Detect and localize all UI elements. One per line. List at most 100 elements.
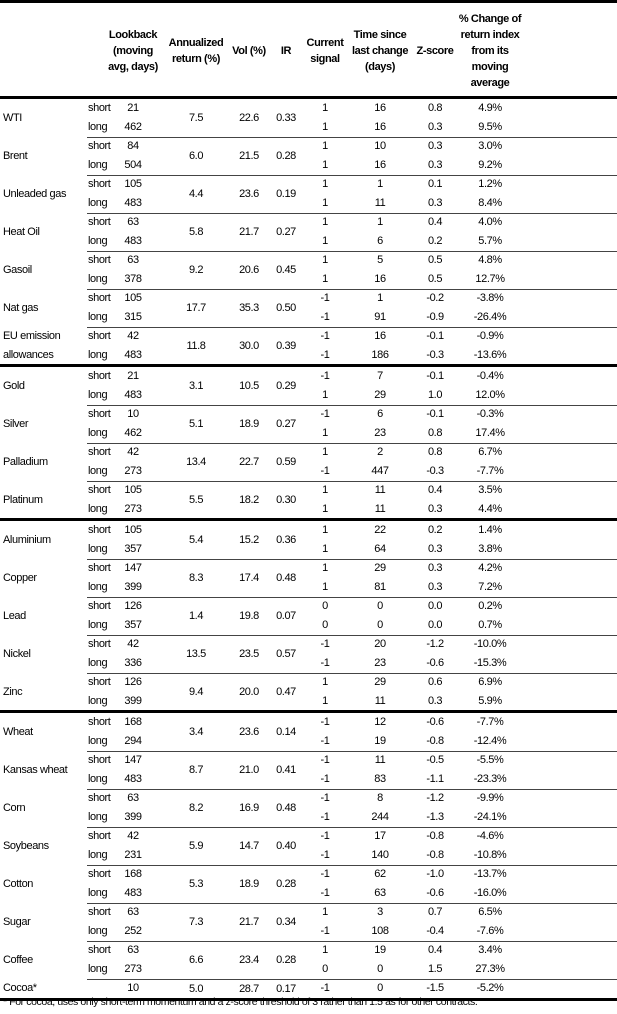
- time-cell: 12: [374, 716, 386, 728]
- lookback-cell: 483: [124, 887, 142, 899]
- ir-cell: 0.17: [276, 982, 296, 995]
- table-row: short 63 -1 8 -1.2 -9.9%: [0, 789, 617, 808]
- vol-cell: 20.6: [239, 264, 259, 276]
- annualized-return-cell: 1.4: [188, 610, 204, 622]
- time-cell: 7: [377, 370, 383, 382]
- lookback-cell: 147: [124, 754, 142, 766]
- horizon-label: short: [88, 484, 111, 496]
- horizon-label: short: [88, 716, 111, 728]
- lookback-cell: 399: [124, 695, 142, 707]
- table-row: short 168 -1 12 -0.6 -7.7%: [0, 713, 617, 732]
- table-row: short 105 -1 1 -0.2 -3.8%: [0, 289, 617, 308]
- pct-change-cell: 4.9%: [478, 102, 502, 114]
- ir-cell: 0.36: [276, 534, 296, 546]
- zscore-cell: -0.6: [426, 716, 444, 728]
- signal-cell: 1: [322, 503, 328, 515]
- lookback-cell: 42: [127, 830, 139, 842]
- signal-cell: -1: [320, 735, 330, 747]
- horizon-label: long: [88, 503, 108, 515]
- horizon-label: short: [88, 906, 111, 918]
- table-row: long 273 1 11 0.3 4.4%: [0, 500, 617, 519]
- zscore-cell: 1.0: [427, 389, 443, 401]
- time-cell: 63: [374, 887, 386, 899]
- commodity-name: Copper: [3, 571, 37, 584]
- horizon-label: long: [88, 465, 108, 477]
- lookback-cell: 231: [124, 849, 142, 861]
- signal-cell: -1: [320, 716, 330, 728]
- time-cell: 108: [371, 925, 389, 937]
- horizon-label: short: [88, 330, 111, 342]
- zscore-cell: -0.5: [426, 754, 444, 766]
- commodity-block: Heat Oil 5.8 21.7 0.27 short 63 1 1 0.4 4.0% long 4…: [0, 213, 617, 251]
- signal-cell: 1: [322, 254, 328, 266]
- signal-cell: -1: [320, 830, 330, 842]
- signal-cell: 1: [322, 906, 328, 918]
- pct-change-cell: 12.7%: [475, 273, 505, 285]
- commodity-block: Silver 5.1 18.9 0.27 short 10 -1 6 -0.1 -0.3% long…: [0, 405, 617, 443]
- signal-cell: -1: [320, 311, 330, 323]
- time-cell: 16: [374, 121, 386, 133]
- horizon-label: long: [88, 427, 108, 439]
- signal-cell: 1: [322, 427, 328, 439]
- commodity-block: Sugar 7.3 21.7 0.34 short 63 1 3 0.7 6.5% long 252 -…: [0, 903, 617, 941]
- ir-cell: 0.30: [276, 494, 296, 506]
- table-row: long 357 1 64 0.3 3.8%: [0, 540, 617, 559]
- zscore-cell: 0.8: [427, 427, 443, 439]
- zscore-cell: -0.3: [426, 349, 444, 361]
- ir-cell: 0.28: [276, 954, 296, 966]
- lookback-cell: 294: [124, 735, 142, 747]
- vol-cell: 10.5: [239, 380, 259, 392]
- commodity-block: Aluminium 5.4 15.2 0.36 short 105 1 22 0.2 1.4% lo…: [0, 521, 617, 559]
- commodity-name: Nickel: [3, 647, 31, 660]
- zscore-cell: -1.3: [426, 811, 444, 823]
- table-row: short 147 -1 11 -0.5 -5.5%: [0, 751, 617, 770]
- signal-cell: 1: [322, 159, 328, 171]
- horizon-label: short: [88, 102, 111, 114]
- table-row: short 21 1 16 0.8 4.9%: [0, 99, 617, 118]
- pct-change-cell: -7.7%: [476, 465, 504, 477]
- annualized-return-cell: 13.4: [186, 456, 206, 468]
- table-row: long 336 -1 23 -0.6 -15.3%: [0, 654, 617, 673]
- signal-cell: 1: [322, 944, 328, 956]
- lookback-cell: 483: [124, 773, 142, 785]
- lookback-cell: 483: [124, 197, 142, 209]
- time-cell: 16: [374, 330, 386, 342]
- lookback-cell: 483: [124, 349, 142, 361]
- signal-cell: 1: [322, 389, 328, 401]
- lookback-cell: 105: [124, 484, 142, 496]
- horizon-label: short: [88, 178, 111, 190]
- zscore-cell: 0.4: [427, 216, 443, 228]
- signal-cell: -1: [320, 330, 330, 342]
- pct-change-cell: -0.3%: [476, 408, 504, 420]
- table-row: short 84 1 10 0.3 3.0%: [0, 137, 617, 156]
- table-row: short 105 1 22 0.2 1.4%: [0, 521, 617, 540]
- commodity-block: Nat gas 17.7 35.3 0.50 short 105 -1 1 -0.2 -3.8% l…: [0, 289, 617, 327]
- table-row: 10 -1 0 -1.5 -5.2%: [0, 979, 617, 998]
- lookback-cell: 273: [124, 963, 142, 975]
- table-row: long 483 -1 186 -0.3 -13.6%: [0, 346, 617, 365]
- vol-cell: 28.7: [239, 982, 259, 995]
- table-row: long 483 -1 63 -0.6 -16.0%: [0, 884, 617, 903]
- commodity-name: Gasoil: [3, 263, 32, 276]
- time-cell: 10: [374, 140, 386, 152]
- time-cell: 11: [374, 754, 386, 766]
- signal-cell: -1: [320, 792, 330, 804]
- horizon-label: short: [88, 754, 111, 766]
- pct-change-cell: -12.4%: [473, 735, 507, 747]
- table-row: long 273 -1 447 -0.3 -7.7%: [0, 462, 617, 481]
- annualized-return-cell: 5.0: [188, 982, 204, 995]
- zscore-cell: -0.3: [426, 465, 444, 477]
- zscore-cell: 0.0: [427, 600, 443, 612]
- ir-cell: 0.14: [276, 726, 296, 738]
- signal-cell: -1: [320, 925, 330, 937]
- lookback-cell: 63: [127, 906, 139, 918]
- lookback-cell: 357: [124, 543, 142, 555]
- time-cell: 244: [371, 811, 389, 823]
- signal-cell: 1: [322, 484, 328, 496]
- signal-cell: 1: [322, 197, 328, 209]
- vol-cell: 23.6: [239, 726, 259, 738]
- zscore-cell: 0.8: [427, 102, 443, 114]
- zscore-cell: -0.8: [426, 735, 444, 747]
- zscore-cell: -0.1: [426, 408, 444, 420]
- table-row: long 273 0 0 1.5 27.3%: [0, 960, 617, 979]
